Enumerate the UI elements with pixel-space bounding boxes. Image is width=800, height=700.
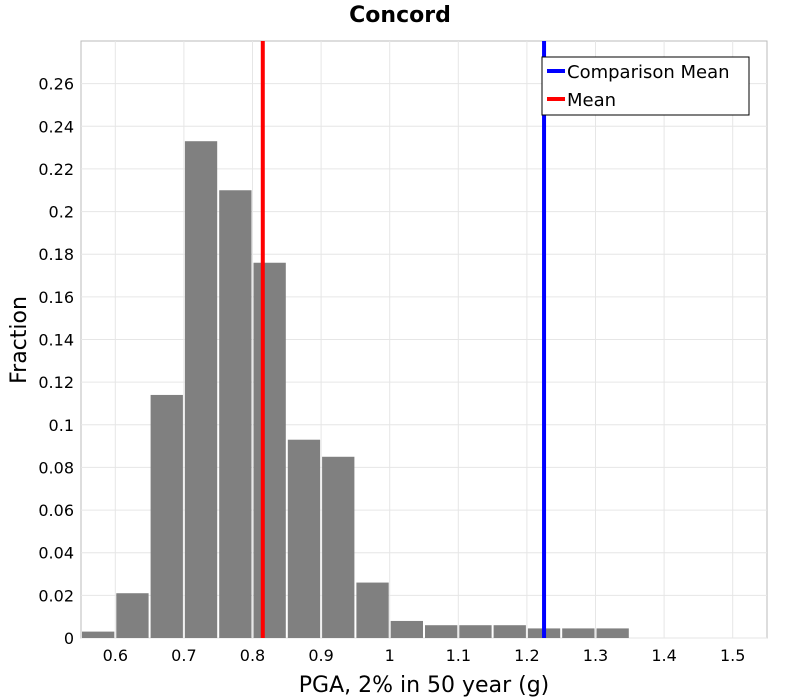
x-axis-ticks: 0.6 0.7 0.8 0.9 1 1.1 1.2 1.3 1.4 1.5 bbox=[103, 646, 746, 665]
x-tick-label: 0.8 bbox=[240, 646, 265, 665]
x-tick-label: 1.3 bbox=[583, 646, 608, 665]
legend-label-mean: Mean bbox=[567, 90, 616, 111]
x-tick-label: 0.7 bbox=[171, 646, 196, 665]
x-tick-label: 1.2 bbox=[514, 646, 539, 665]
mean-lines bbox=[260, 41, 547, 638]
y-tick-label: 0.14 bbox=[38, 331, 74, 350]
legend-label-comparison-mean: Comparison Mean bbox=[567, 62, 730, 83]
y-tick-label: 0.12 bbox=[38, 373, 74, 392]
y-tick-label: 0.22 bbox=[38, 160, 74, 179]
x-tick-label: 0.9 bbox=[308, 646, 333, 665]
legend: Comparison Mean Mean bbox=[541, 56, 750, 116]
y-axis-ticks: 0 0.02 0.04 0.06 0.08 0.1 0.12 0.14 0.16 0.18 0.2 0… bbox=[38, 75, 74, 648]
y-tick-label: 0.26 bbox=[38, 75, 74, 94]
histogram-bar bbox=[596, 628, 629, 638]
y-tick-label: 0.1 bbox=[49, 416, 74, 435]
histogram-bar bbox=[116, 593, 149, 638]
histogram-bar bbox=[459, 625, 492, 638]
y-tick-label: 0.06 bbox=[38, 501, 74, 520]
x-axis-label: PGA, 2% in 50 year (g) bbox=[299, 673, 550, 698]
histogram-bar bbox=[253, 262, 286, 638]
chart-title: Concord bbox=[349, 3, 451, 28]
histogram-bars bbox=[82, 141, 629, 639]
y-tick-label: 0.02 bbox=[38, 586, 74, 605]
y-tick-label: 0.24 bbox=[38, 117, 74, 136]
histogram-bar bbox=[82, 631, 115, 638]
histogram-bar bbox=[356, 582, 389, 638]
y-tick-label: 0.08 bbox=[38, 458, 74, 477]
legend-box bbox=[541, 56, 750, 116]
y-tick-label: 0.18 bbox=[38, 245, 74, 264]
x-tick-label: 0.6 bbox=[103, 646, 128, 665]
histogram-bar bbox=[287, 439, 321, 638]
y-axis-label: Fraction bbox=[7, 296, 32, 384]
histogram-bar bbox=[150, 394, 183, 638]
histogram-bar bbox=[562, 628, 595, 638]
y-tick-label: 0.04 bbox=[38, 544, 74, 563]
histogram-bar bbox=[322, 456, 355, 638]
y-tick-label: 0 bbox=[64, 629, 74, 648]
histogram-bar bbox=[493, 625, 526, 638]
histogram-bar bbox=[425, 625, 458, 638]
y-tick-label: 0.16 bbox=[38, 288, 74, 307]
x-tick-label: 1.1 bbox=[446, 646, 471, 665]
x-tick-label: 1 bbox=[385, 646, 395, 665]
histogram-bar bbox=[390, 620, 423, 638]
x-tick-label: 1.4 bbox=[651, 646, 676, 665]
x-tick-label: 1.5 bbox=[720, 646, 745, 665]
histogram-bar bbox=[184, 141, 218, 639]
histogram-bar bbox=[219, 190, 252, 638]
y-tick-label: 0.2 bbox=[49, 203, 74, 222]
